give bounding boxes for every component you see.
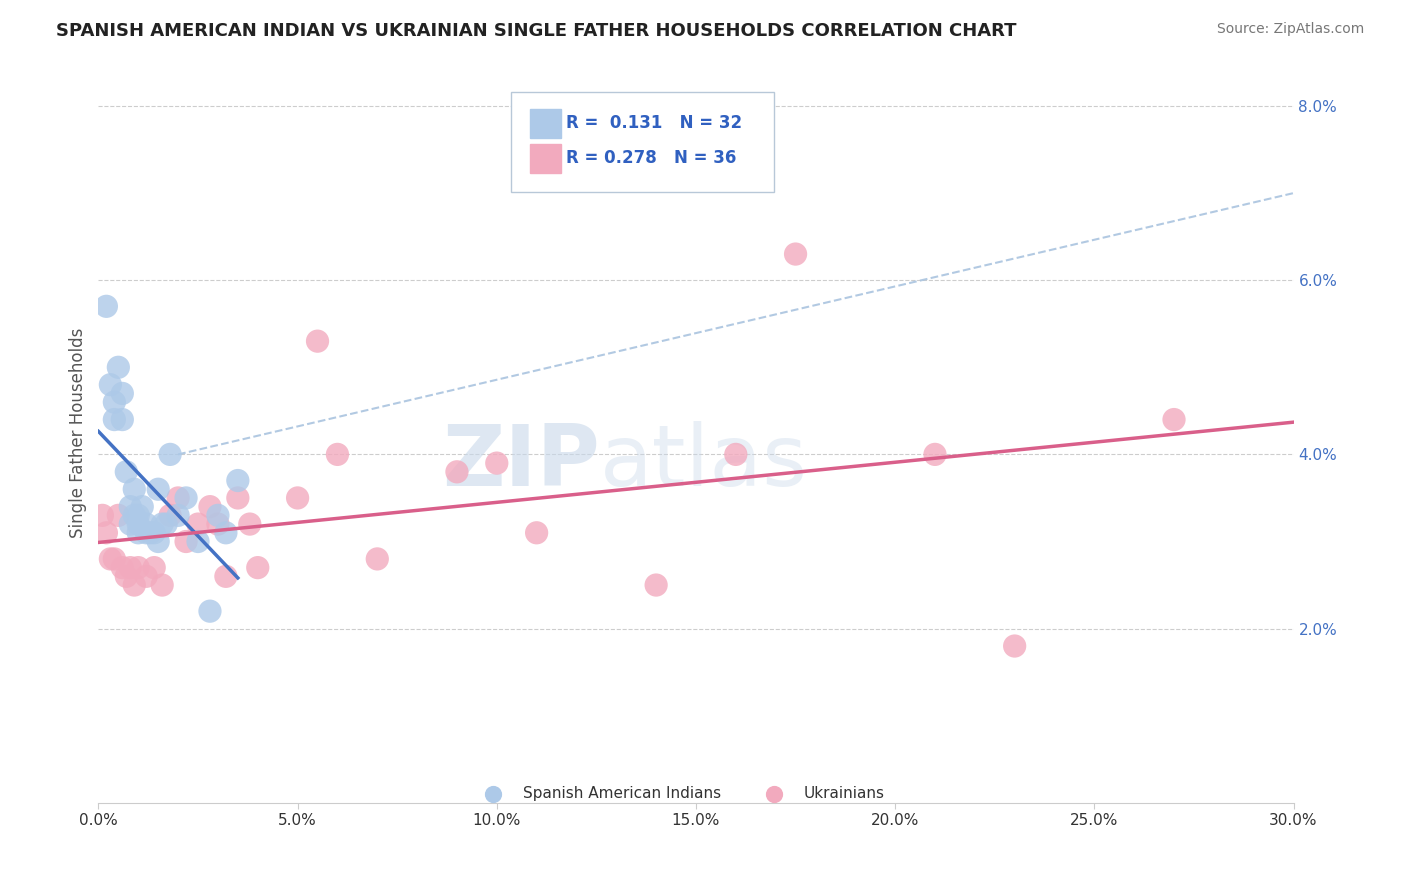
Point <box>148 482 170 496</box>
Point <box>98 377 122 392</box>
Point <box>107 508 129 523</box>
Point <box>226 491 249 505</box>
Point <box>645 578 668 592</box>
Point <box>115 465 138 479</box>
Point <box>215 525 238 540</box>
Point <box>287 491 309 505</box>
Point <box>96 525 118 540</box>
Point <box>150 517 173 532</box>
Point <box>127 508 149 523</box>
Point <box>120 560 142 574</box>
Text: ZIP: ZIP <box>443 421 600 504</box>
Point <box>485 456 508 470</box>
Point <box>215 569 238 583</box>
Point <box>167 491 190 505</box>
Point <box>724 447 747 461</box>
Point <box>1163 412 1185 426</box>
Point <box>246 560 269 574</box>
Point <box>135 517 157 532</box>
Point <box>148 534 170 549</box>
Point <box>174 491 197 505</box>
Point <box>111 412 134 426</box>
Point <box>446 465 468 479</box>
Point <box>111 386 134 401</box>
Point <box>115 569 138 583</box>
Point <box>124 482 146 496</box>
Point <box>207 508 229 523</box>
Point <box>139 525 162 540</box>
Point <box>159 447 181 461</box>
Point <box>91 508 114 523</box>
Point <box>155 517 177 532</box>
Point <box>143 525 166 540</box>
Point <box>187 534 209 549</box>
Text: atlas: atlas <box>600 421 808 504</box>
Point <box>135 525 157 540</box>
Point <box>150 578 173 592</box>
FancyBboxPatch shape <box>530 144 561 173</box>
Point <box>96 299 118 313</box>
Point <box>120 517 142 532</box>
Text: Ukrainians: Ukrainians <box>804 787 884 801</box>
Point <box>127 517 149 532</box>
Point <box>124 508 146 523</box>
Point <box>924 447 946 461</box>
Point <box>111 560 134 574</box>
Point <box>167 508 190 523</box>
Point <box>187 517 209 532</box>
Text: SPANISH AMERICAN INDIAN VS UKRAINIAN SINGLE FATHER HOUSEHOLDS CORRELATION CHART: SPANISH AMERICAN INDIAN VS UKRAINIAN SIN… <box>56 22 1017 40</box>
Point <box>1004 639 1026 653</box>
Point <box>785 247 807 261</box>
Point <box>127 560 149 574</box>
Text: Source: ZipAtlas.com: Source: ZipAtlas.com <box>1216 22 1364 37</box>
Point <box>226 474 249 488</box>
Point <box>174 534 197 549</box>
Point <box>124 578 146 592</box>
Y-axis label: Single Father Households: Single Father Households <box>69 327 87 538</box>
Point <box>103 395 125 409</box>
Point <box>307 334 329 348</box>
Point <box>135 569 157 583</box>
FancyBboxPatch shape <box>510 92 773 192</box>
Point <box>207 517 229 532</box>
Point <box>120 500 142 514</box>
Point <box>103 412 125 426</box>
Point <box>198 604 221 618</box>
Point <box>366 552 388 566</box>
Point <box>159 508 181 523</box>
Point <box>127 525 149 540</box>
Point <box>526 525 548 540</box>
Point <box>98 552 122 566</box>
Text: R = 0.278   N = 36: R = 0.278 N = 36 <box>565 149 737 167</box>
Point <box>198 500 221 514</box>
Point <box>107 360 129 375</box>
Point <box>326 447 349 461</box>
Point <box>1402 691 1406 706</box>
FancyBboxPatch shape <box>530 109 561 138</box>
Point <box>143 560 166 574</box>
Point <box>239 517 262 532</box>
Text: Spanish American Indians: Spanish American Indians <box>523 787 721 801</box>
Point <box>103 552 125 566</box>
Point <box>131 500 153 514</box>
Text: R =  0.131   N = 32: R = 0.131 N = 32 <box>565 114 742 132</box>
